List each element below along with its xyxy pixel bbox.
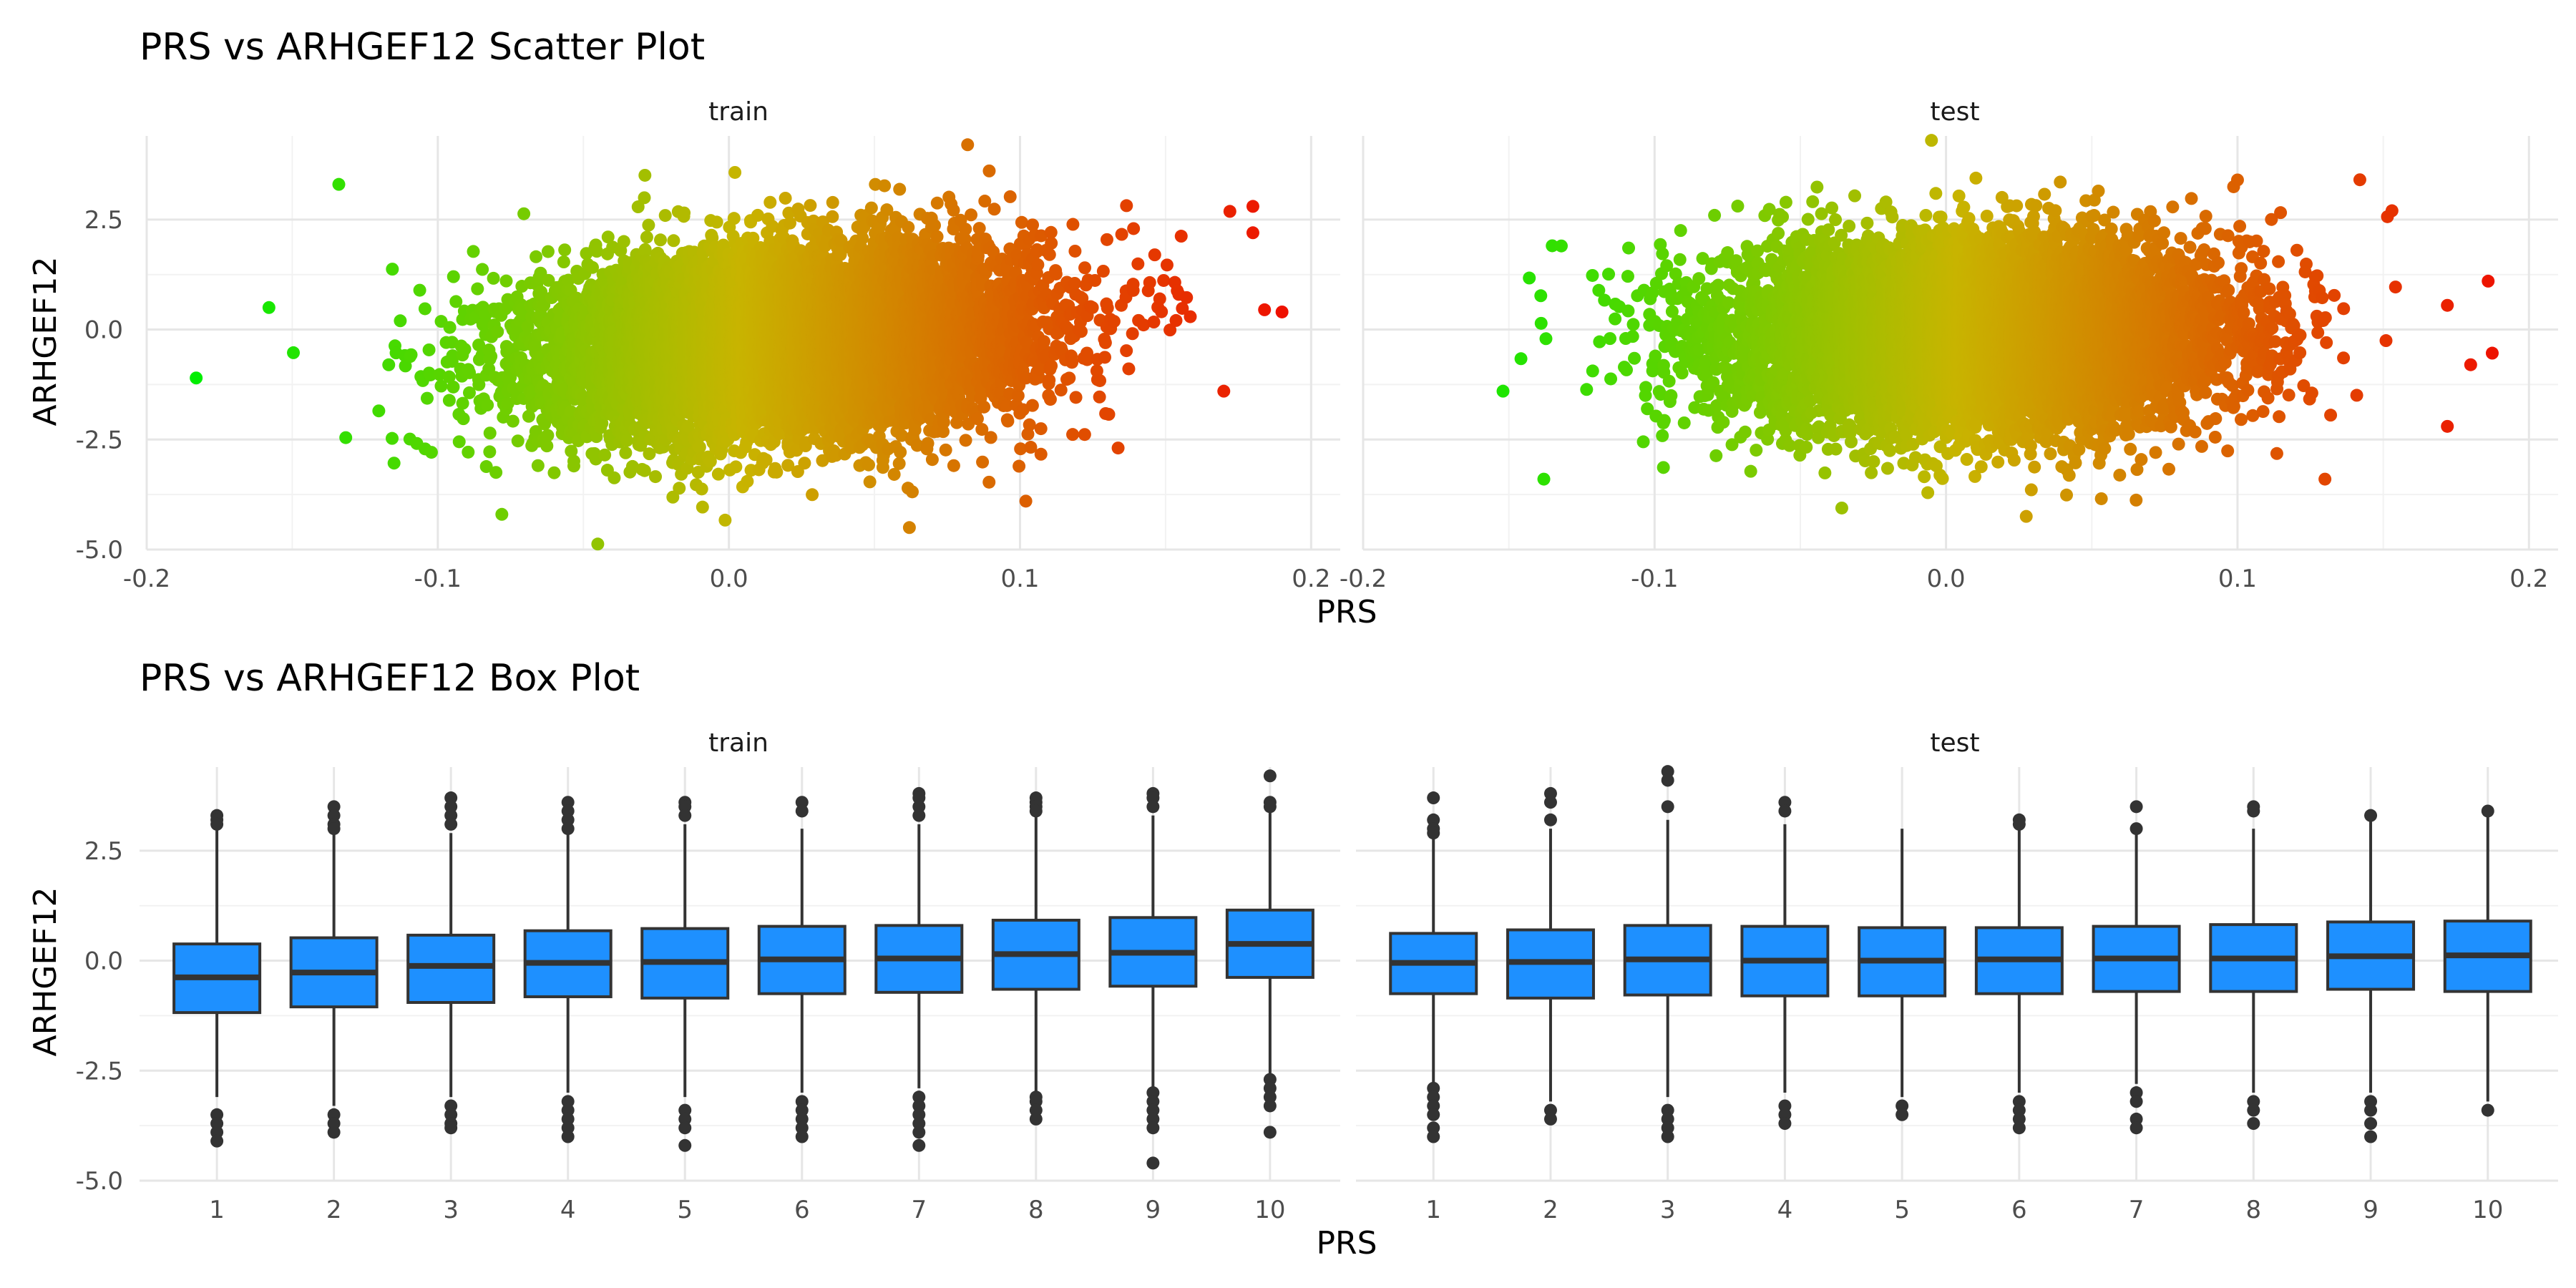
scatter-point (404, 348, 418, 361)
scatter-point (770, 465, 784, 479)
scatter-point (418, 302, 431, 316)
scatter-point (372, 404, 386, 418)
scatter-point (619, 446, 633, 459)
scatter-point (558, 243, 572, 257)
scatter-point (442, 370, 456, 384)
scatter-point (386, 263, 399, 276)
scatter-strip-train: train (708, 97, 769, 127)
scatter-point (413, 283, 426, 297)
scatter-point (695, 482, 708, 496)
scatter-point (617, 235, 630, 248)
scatter-point (728, 165, 742, 179)
scatter-point (522, 409, 535, 423)
scatter-point (649, 470, 663, 484)
scatter-point (678, 206, 691, 220)
scatter-point (620, 434, 634, 447)
scatter-point (452, 435, 466, 449)
scatter-point (638, 191, 651, 205)
scatter-point (458, 343, 472, 356)
scatter-point (467, 245, 480, 258)
scatter-point (562, 273, 575, 287)
scatter-point (449, 295, 463, 308)
scatter-point (711, 467, 725, 481)
scatter-point (511, 434, 525, 448)
scatter-point (667, 234, 680, 248)
scatter-point (339, 431, 353, 444)
scatter-point (424, 368, 437, 381)
scatter-point (457, 412, 470, 426)
scatter-point (741, 474, 754, 488)
scatter-point (420, 391, 434, 405)
scatter-point (463, 366, 477, 379)
scatter-point (547, 466, 561, 479)
scatter-train-points (190, 138, 1289, 551)
scatter-point (598, 448, 612, 462)
scatter-point (658, 209, 672, 223)
scatter-point (471, 282, 484, 296)
scatter-point (287, 346, 301, 359)
scatter-point (565, 444, 578, 458)
scatter-point (693, 440, 706, 454)
scatter-point (484, 350, 498, 364)
scatter-point (557, 255, 570, 269)
scatter-point (710, 215, 723, 229)
scatter-point (462, 386, 476, 399)
scatter-point (763, 195, 777, 209)
scatter-point (387, 457, 401, 470)
scatter-point (729, 460, 743, 474)
scatter-point (567, 454, 580, 468)
scatter-point (491, 325, 504, 338)
scatter-point (385, 431, 399, 445)
scatter-point (481, 399, 494, 412)
scatter-point (487, 271, 500, 285)
scatter-point (394, 314, 407, 328)
scatter-point (443, 321, 457, 334)
scatter-point (476, 263, 489, 276)
scatter-point (447, 270, 460, 283)
scatter-point (472, 378, 486, 391)
scatter-point (382, 358, 396, 371)
scatter-point (673, 482, 686, 495)
scatter-point (483, 445, 497, 459)
scatter-point (422, 343, 436, 356)
scatter-point (653, 233, 667, 247)
scatter-point (638, 464, 651, 477)
scatter-title: PRS vs ARHGEF12 Scatter Plot (140, 26, 705, 69)
scatter-point (591, 537, 605, 551)
scatter-point (506, 414, 519, 428)
scatter-point (483, 426, 497, 440)
scatter-point (638, 168, 652, 182)
scatter-point (489, 466, 503, 479)
scatter-point (586, 260, 600, 274)
scatter-point (456, 396, 469, 410)
scatter-point (540, 439, 554, 453)
scatter-point (590, 245, 603, 258)
scatter-point (442, 394, 456, 407)
scatter-point (479, 460, 493, 474)
scatter-point (608, 471, 621, 484)
scatter-point (530, 250, 543, 263)
scatter-strip-test: test (1930, 97, 1979, 127)
scatter-point (447, 380, 460, 394)
scatter-point (696, 500, 709, 514)
scatter-point (531, 459, 545, 472)
scatter-point (541, 429, 555, 442)
scatter-point (779, 191, 792, 205)
scatter-point (718, 513, 732, 527)
scatter-point (642, 218, 655, 232)
scatter-point (472, 338, 486, 352)
scatter-point (783, 216, 796, 230)
scatter-point (462, 445, 475, 459)
scatter-point (640, 230, 653, 244)
scatter-point (727, 212, 741, 225)
scatter-point (446, 349, 459, 363)
scatter-point (434, 379, 448, 393)
scatter-point (424, 446, 438, 459)
scatter-point (499, 274, 513, 288)
scatter-point (517, 207, 531, 220)
scatter-point (541, 245, 555, 258)
scatter-point (433, 368, 447, 381)
